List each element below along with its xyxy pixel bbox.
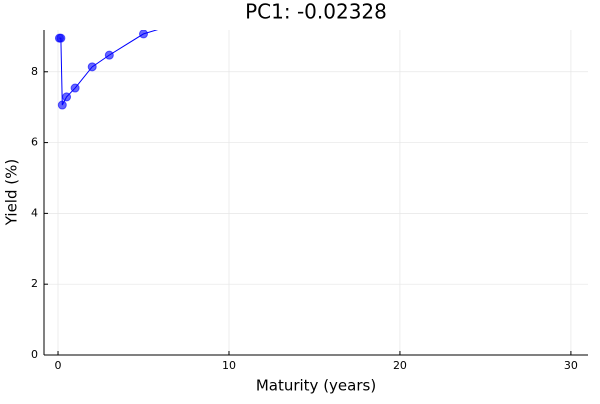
x-tick-label: 10: [222, 359, 236, 372]
data-point: [139, 30, 148, 39]
data-point: [104, 50, 114, 60]
y-tick-label: 8: [31, 65, 38, 78]
data-point: [87, 62, 97, 72]
y-axis-label: Yield (%): [3, 159, 21, 226]
y-tick-label: 4: [31, 206, 38, 219]
series-line: [59, 30, 159, 106]
x-tick-label: 20: [393, 359, 407, 372]
plot-area: [54, 4, 233, 110]
y-tick-label: 2: [31, 277, 38, 290]
data-point: [62, 92, 72, 102]
x-tick-label: 0: [55, 359, 62, 372]
y-tick-label: 6: [31, 136, 38, 149]
data-point: [56, 33, 66, 43]
y-tick-label: 0: [31, 348, 38, 361]
chart-title: PC1: -0.02328: [245, 0, 387, 24]
data-point: [57, 100, 67, 110]
x-tick-label: 30: [564, 359, 578, 372]
x-axis-label: Maturity (years): [256, 377, 376, 395]
data-point: [70, 83, 80, 93]
data-point: [225, 4, 233, 12]
